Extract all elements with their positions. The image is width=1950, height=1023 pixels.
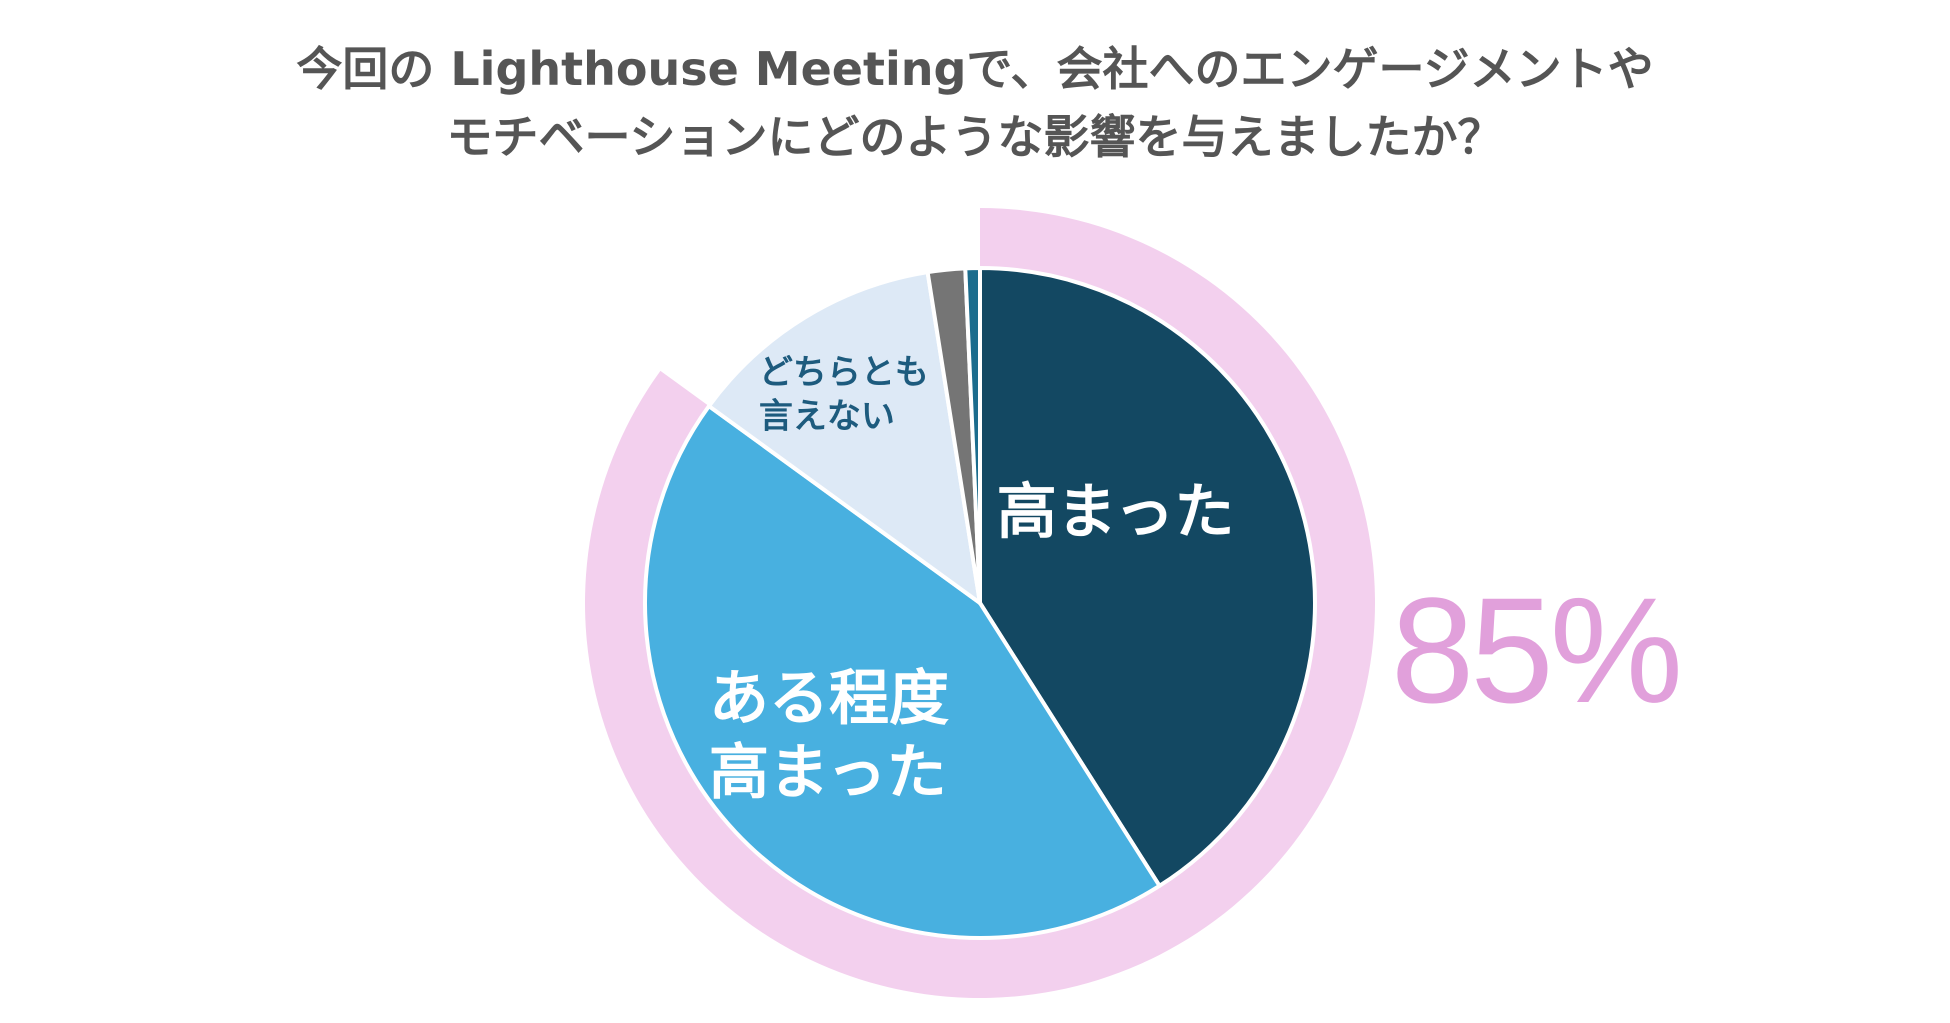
pie-label-0: 高まった xyxy=(997,477,1235,547)
chart-title: 今回の Lighthouse Meetingで、会社へのエンゲージメントや モチ… xyxy=(0,35,1950,171)
pie-slice-4 xyxy=(963,266,982,605)
pie-slices xyxy=(643,266,1317,940)
highlight-percentage: 85% xyxy=(1390,566,1683,734)
chart-title-line-1: 今回の Lighthouse Meetingで、会社へのエンゲージメントや xyxy=(296,42,1654,96)
pie-label-1: ある程度高まった xyxy=(709,664,949,808)
pie-label-2: どちらとも言えない xyxy=(759,353,929,437)
chart-title-line-2: モチベーションにどのような影響を与えましたか？ xyxy=(446,110,1504,164)
pie-slice-1 xyxy=(643,404,1162,940)
pie-slice-2 xyxy=(706,270,982,605)
